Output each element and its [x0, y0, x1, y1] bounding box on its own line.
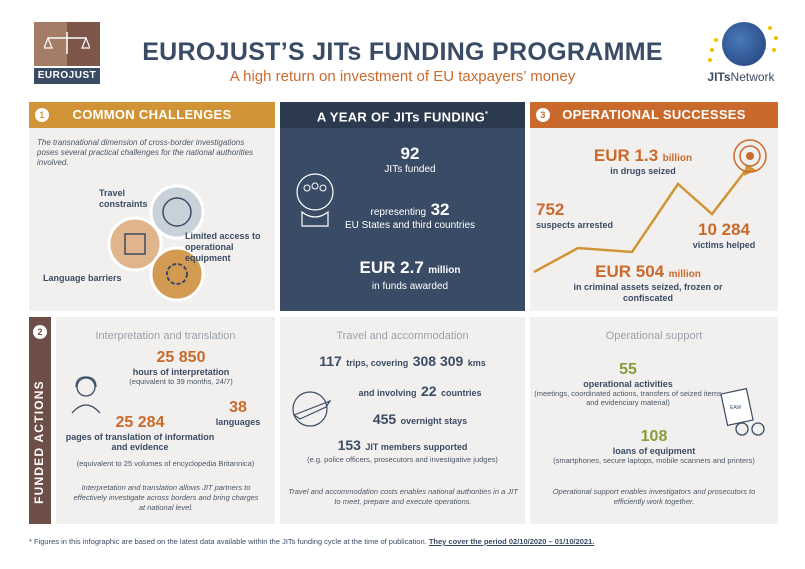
pages-value: 25 284 [115, 414, 165, 431]
activities-value: 55 [619, 361, 637, 378]
involving-label: and involving [358, 388, 417, 398]
jits-network-logo-text: JITsNetwork [707, 70, 775, 84]
funded-actions-label: FUNDED ACTIONS [32, 380, 46, 504]
operational-successes-panel: 3 OPERATIONAL SUCCESSES EUR 1.3 billion … [530, 102, 778, 311]
footnote: * Figures in this infographic are based … [29, 537, 595, 546]
success-trend-line [533, 139, 767, 274]
page-subtitle: A high return on investment of EU taxpay… [229, 68, 576, 85]
common-challenges-heading: 1 COMMON CHALLENGES [29, 102, 275, 128]
suspects-value: 752 [536, 200, 565, 219]
victims-label: victims helped [692, 240, 756, 250]
loans-value: 108 [640, 428, 668, 445]
support-footer: Operational support enables investigator… [552, 487, 756, 506]
funds-label: in funds awarded [371, 281, 449, 292]
jits-funded-value: 92 [400, 144, 420, 163]
members-value: 153 [337, 437, 361, 453]
document-handcuffs-icon [720, 387, 765, 436]
languages-label: languages [215, 417, 261, 427]
languages-value: 38 [229, 399, 247, 416]
travel-footer: Travel and accommodation costs enables n… [288, 487, 518, 506]
operational-successes-heading: 3 OPERATIONAL SUCCESSES [530, 102, 778, 128]
funds-unit: million [428, 265, 461, 276]
hours-note: (equivalent to 39 months, 24/7) [129, 377, 233, 386]
challenges-intro: The transnational dimension of cross-bor… [37, 138, 254, 167]
challenge-language: Language barriers [43, 273, 122, 283]
interpretation-heading: Interpretation and translation [95, 330, 236, 342]
travel-heading: Travel and accommodation [336, 330, 469, 342]
drugs-label: in drugs seized [610, 166, 676, 176]
interpretation-footer: Interpretation and translation allows JI… [73, 483, 259, 512]
stars-icon [708, 26, 778, 62]
drugs-unit: billion [662, 153, 693, 164]
airplane-icon [292, 391, 332, 427]
pages-note: (equivalent to 25 volumes of encyclopedi… [76, 459, 255, 468]
page-title: EUROJUST’S JITs FUNDING PROGRAMME [142, 38, 663, 66]
people-hand-icon [296, 173, 334, 227]
representing-label: representing [370, 207, 427, 218]
victims-value: 10 284 [698, 220, 750, 239]
funded-actions-sidebar: 2 FUNDED ACTIONS [29, 317, 51, 524]
loans-note: (smartphones, secure laptops, mobile sca… [553, 456, 755, 465]
support-heading: Operational support [605, 330, 703, 342]
section-number: 1 [35, 108, 49, 122]
pages-label: pages of translation of information and … [65, 432, 215, 452]
challenge-equipment: Limited access to operational equipment [185, 231, 261, 263]
members-label: JIT members supported [365, 442, 468, 452]
states-value: 32 [430, 200, 450, 219]
kms-value: 308 309 [412, 353, 464, 369]
year-of-funding-panel: A YEAR OF JITs FUNDING* 92 JITs funded r… [280, 102, 525, 311]
activities-note: (meetings, coordinated actions, transfer… [534, 389, 722, 407]
challenges-cluster-icon [107, 184, 205, 302]
kms-label: kms [467, 358, 486, 368]
countries-label: countries [440, 388, 482, 398]
interpretation-column: Interpretation and translation 25 850 ho… [56, 317, 275, 524]
eurojust-logo-text: EUROJUST [34, 68, 100, 84]
assets-value: EUR 504 [595, 262, 665, 281]
hours-value: 25 850 [156, 349, 206, 366]
loans-label: loans of equipment [612, 446, 696, 456]
travel-column: Travel and accommodation 117 trips, cove… [280, 317, 525, 524]
eaw-label: EAW [730, 405, 742, 411]
challenge-travel: Travel constraints [99, 188, 148, 209]
activities-label: operational activities [583, 379, 673, 389]
section-number: 3 [536, 108, 550, 122]
year-of-funding-heading: A YEAR OF JITs FUNDING* [280, 102, 525, 128]
jits-network-logo: JITsNetwork [700, 20, 780, 86]
globe-icon [722, 22, 766, 66]
countries-value: 22 [420, 383, 437, 399]
suspects-label: suspects arrested [536, 220, 614, 230]
assets-label: in criminal assets seized, frozen or con… [573, 282, 723, 303]
funds-value: EUR 2.7 [359, 258, 424, 277]
hours-label: hours of interpretation [132, 367, 230, 377]
trips-value: 117 [319, 353, 342, 369]
support-column: Operational support 55 operational activ… [530, 317, 778, 524]
trips-label: trips, covering [346, 358, 409, 368]
states-label: EU States and third countries [344, 220, 476, 231]
stays-label: overnight stays [400, 416, 468, 426]
members-note: (e.g. police officers, prosecutors and i… [307, 455, 498, 464]
interpreter-icon [71, 376, 101, 414]
common-challenges-panel: 1 COMMON CHALLENGES The transnational di… [29, 102, 275, 311]
drugs-value: EUR 1.3 [593, 146, 659, 165]
section-number: 2 [33, 325, 47, 339]
stays-value: 455 [372, 411, 397, 427]
scales-icon [44, 32, 90, 54]
jits-funded-label: JITs funded [384, 164, 436, 175]
eurojust-logo: EUROJUST [34, 22, 100, 84]
assets-unit: million [668, 269, 701, 280]
